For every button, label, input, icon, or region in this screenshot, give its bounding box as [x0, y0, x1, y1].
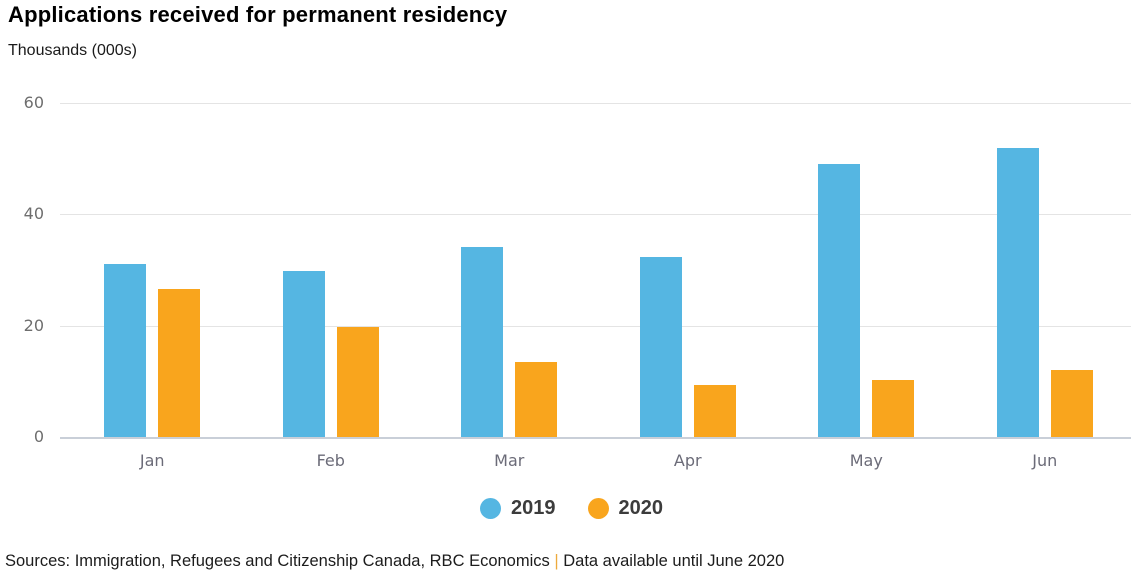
bar-2020-jun: [1050, 370, 1093, 437]
x-axis-tick-may: May: [849, 451, 883, 470]
sources-text: Sources: Immigration, Refugees and Citiz…: [5, 552, 550, 570]
chart-subtitle: Thousands (000s): [8, 42, 137, 59]
gridline-y60: [60, 103, 1131, 104]
chart-title: Applications received for permanent resi…: [8, 2, 508, 27]
legend-dot-2019-icon: [480, 498, 501, 519]
x-axis-tick-apr: Apr: [673, 451, 702, 470]
bar-2020-feb: [336, 326, 379, 437]
gridline-y40: [60, 214, 1131, 216]
bar-2019-jan: [104, 264, 147, 437]
x-axis-tick-jun: Jun: [1032, 451, 1058, 470]
bar-2019-may: [818, 164, 861, 437]
x-axis-tick-mar: Mar: [494, 451, 525, 470]
source-note: Sources: Immigration, Refugees and Citiz…: [5, 552, 1135, 571]
bar-2020-may: [872, 379, 915, 437]
legend-label-2020: 2020: [618, 497, 664, 519]
gridline-y0: [60, 437, 1131, 439]
y-axis-tick-20: 20: [23, 315, 44, 335]
bar-2019-feb: [282, 271, 325, 437]
bar-2019-apr: [639, 257, 682, 437]
gridline-y20: [60, 325, 1131, 327]
legend-item-2020: 2020: [587, 497, 664, 520]
y-axis-tick-60: 60: [23, 93, 44, 112]
bar-2019-mar: [461, 246, 504, 437]
y-axis-tick-0: 0: [33, 427, 44, 446]
legend: 2019 2020: [0, 497, 1143, 520]
legend-item-2019: 2019: [480, 497, 556, 520]
bar-2019-jun: [996, 147, 1039, 437]
x-axis-tick-jan: Jan: [139, 451, 165, 470]
bar-2020-mar: [515, 362, 558, 437]
bar-2020-apr: [693, 385, 736, 437]
legend-label-2019: 2019: [511, 497, 556, 519]
legend-dot-2020-icon: [587, 498, 609, 519]
x-axis-tick-feb: Feb: [316, 451, 345, 470]
footer-separator: |: [554, 552, 559, 570]
data-availability-text: Data available until June 2020: [563, 552, 785, 570]
bar-2020-jan: [158, 289, 201, 437]
y-axis-tick-40: 40: [23, 204, 44, 224]
